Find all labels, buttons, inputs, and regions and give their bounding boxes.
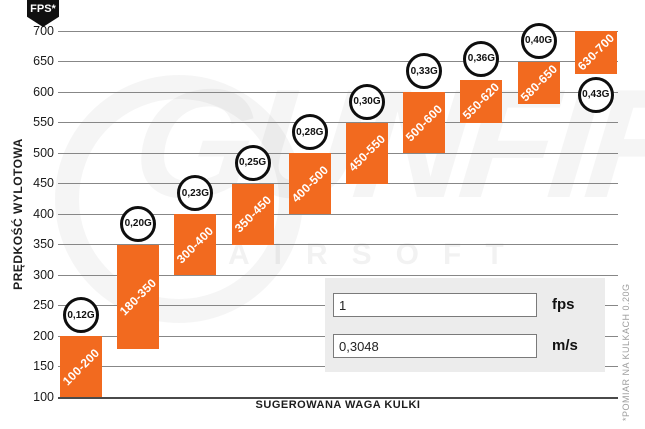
gridline-450	[58, 183, 618, 185]
gridline-500	[58, 152, 618, 154]
gridline-100	[58, 396, 618, 399]
range-bar-630-700: 630-700	[575, 31, 617, 74]
range-bar-350-450: 350-450	[231, 183, 274, 245]
gridline-700	[58, 30, 618, 32]
range-bar-label: 630-700	[574, 31, 618, 74]
range-bar-450-550: 450-550	[345, 122, 389, 184]
y-tick-label-100: 100	[33, 390, 54, 404]
gridline-400	[58, 213, 618, 215]
range-bar-label: 580-650	[517, 61, 560, 105]
y-tick-label-500: 500	[33, 145, 54, 160]
range-bar-400-500: 400-500	[288, 153, 332, 215]
range-bar-500-600: 500-600	[402, 92, 446, 154]
ms-input[interactable]	[333, 334, 537, 358]
gridline-300	[58, 274, 618, 276]
gridline-600	[58, 91, 618, 93]
weight-badge-0,36G: 0,36G	[463, 40, 500, 77]
range-bar-label: 400-500	[288, 162, 332, 205]
gridline-650	[58, 61, 618, 63]
range-bar-label: 300-400	[174, 223, 217, 267]
fps-input[interactable]	[333, 293, 537, 317]
range-bar-180-350: 180-350	[116, 244, 160, 349]
y-tick-label-400: 400	[33, 206, 54, 221]
x-axis-title: SUGEROWANA WAGA KULKI	[255, 399, 421, 411]
y-tick-label-200: 200	[33, 328, 54, 343]
range-bar-300-400: 300-400	[174, 214, 217, 276]
y-tick-label-250: 250	[33, 298, 54, 313]
weight-badge-0,12G: 0,12G	[63, 297, 99, 334]
weight-badge-0,23G: 0,23G	[177, 175, 214, 212]
y-tick-label-550: 550	[33, 115, 54, 130]
weight-badge-0,43G: 0,43G	[577, 76, 614, 113]
range-bar-label: 500-600	[402, 101, 446, 144]
unit-converter-panel: fps m/s	[325, 278, 605, 372]
ms-unit-label: m/s	[552, 337, 578, 354]
weight-badge-0,40G: 0,40G	[520, 22, 557, 59]
fps-unit-label: fps	[552, 296, 575, 313]
y-tick-label-350: 350	[33, 237, 54, 252]
range-bar-550-620: 550-620	[460, 79, 503, 123]
range-bar-label: 350-450	[231, 192, 274, 236]
weight-badge-0,30G: 0,30G	[349, 83, 385, 120]
weight-badge-0,25G: 0,25G	[234, 144, 271, 181]
y-tick-label-150: 150	[33, 359, 54, 374]
y-tick-label-300: 300	[33, 267, 54, 282]
y-tick-label-450: 450	[33, 176, 54, 191]
gridline-350	[58, 244, 618, 246]
measurement-footnote: *POMIAR NA KULKACH 0.20G	[621, 283, 631, 421]
range-bar-label: 100-200	[59, 345, 103, 389]
range-bar-label: 550-620	[460, 79, 503, 123]
y-tick-label-600: 600	[33, 84, 54, 99]
y-tick-label-650: 650	[33, 54, 54, 69]
gridline-550	[58, 122, 618, 124]
range-bar-580-650: 580-650	[517, 61, 560, 105]
weight-badge-0,28G: 0,28G	[291, 114, 328, 151]
y-axis-title: PRĘDKOŚĆ WYLOTOWA	[11, 138, 25, 290]
weight-badge-0,33G: 0,33G	[406, 53, 443, 90]
range-bar-label: 180-350	[116, 275, 160, 318]
range-bar-100-200: 100-200	[59, 336, 103, 398]
weight-badge-0,20G: 0,20G	[120, 205, 157, 242]
y-tick-label-700: 700	[33, 23, 54, 38]
range-bar-label: 450-550	[345, 131, 389, 175]
